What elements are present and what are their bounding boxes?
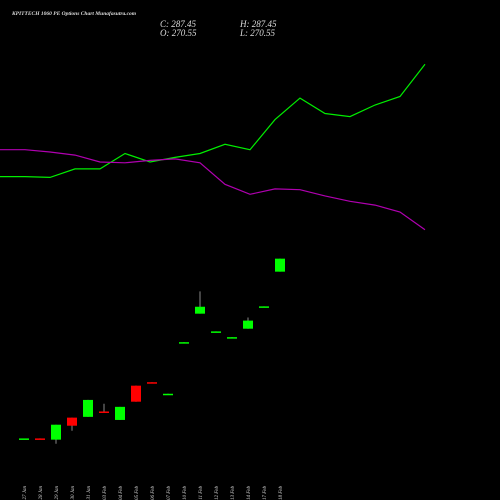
candle-body: [259, 306, 269, 308]
line-series: [0, 63, 426, 179]
candle-body: [243, 320, 253, 329]
candle-body: [83, 399, 93, 417]
chart-title: KPITTECH 1060 PE Options Chart Munafasut…: [11, 11, 137, 17]
candle-body: [163, 393, 173, 396]
high-label: H: 287.45: [239, 19, 277, 29]
x-tick-label: 10 Feb: [183, 486, 188, 500]
candle-body: [99, 411, 109, 413]
x-tick-label: 14 Feb: [247, 486, 252, 500]
candle-body: [19, 438, 29, 440]
low-label: L: 270.55: [239, 28, 276, 38]
x-tick-label: 18 Feb: [279, 486, 284, 500]
candle-body: [131, 385, 141, 402]
x-tick-label: 13 Feb: [231, 486, 236, 500]
candle-body: [67, 417, 77, 426]
x-tick-label: 12 Feb: [215, 486, 220, 500]
line-series: [0, 149, 426, 231]
candle-body: [179, 342, 189, 344]
x-tick-label: 03 Feb: [103, 486, 108, 500]
candle-body: [35, 438, 45, 440]
candle-body: [275, 258, 285, 272]
candle-body: [115, 406, 125, 420]
close-label: C: 287.45: [160, 19, 197, 29]
x-tick-label: 04 Feb: [119, 486, 124, 500]
x-tick-label: 11 Feb: [199, 486, 204, 500]
candle-body: [211, 331, 221, 333]
open-label: O: 270.55: [160, 28, 197, 38]
x-tick-label: 07 Feb: [167, 486, 172, 500]
x-tick-label: 06 Feb: [151, 486, 156, 500]
x-tick-label: 29 Jan: [55, 486, 60, 500]
x-tick-label: 17 Feb: [263, 486, 268, 500]
candle-body: [195, 306, 205, 314]
x-tick-label: 30 Jan: [71, 486, 76, 500]
x-tick-label: 27 Jan: [23, 486, 28, 500]
x-tick-label: 28 Jan: [39, 486, 44, 500]
x-tick-label: 31 Jan: [87, 486, 92, 500]
x-tick-label: 05 Feb: [135, 486, 140, 500]
candle-body: [51, 424, 61, 440]
candle-body: [227, 337, 237, 339]
candle-body: [147, 382, 157, 384]
